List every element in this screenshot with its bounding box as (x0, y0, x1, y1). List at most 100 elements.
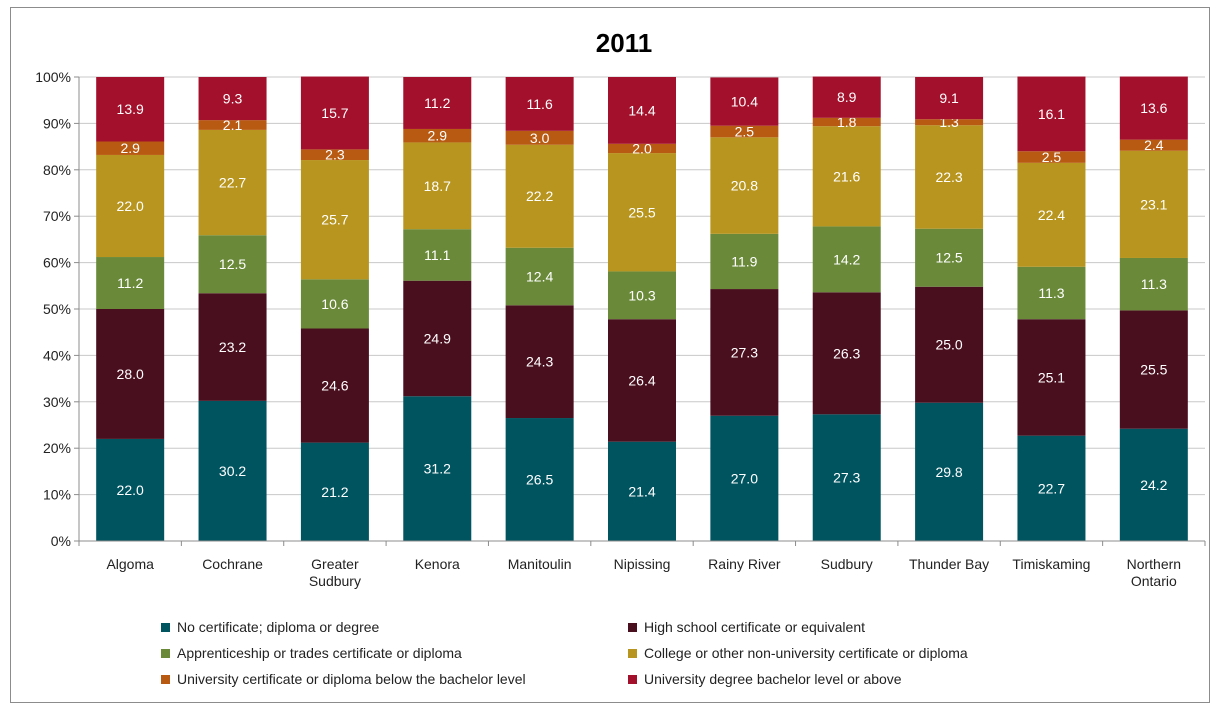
category-label: Algoma (106, 556, 154, 572)
legend-label: High school certificate or equivalent (644, 619, 865, 635)
data-label: 24.2 (1140, 477, 1167, 493)
legend-swatch (161, 675, 170, 684)
data-label: 9.1 (939, 90, 959, 106)
bar-segment (1119, 310, 1188, 429)
bar-segment (505, 144, 574, 248)
bar-segment (915, 286, 984, 403)
bar-segment (1119, 139, 1188, 151)
axes: 0% 10% 20% 30% 40% 50% 60% 70% 80% 90% 100% Algoma C… (35, 69, 1206, 589)
data-label: 25.0 (935, 337, 962, 353)
data-label: 22.3 (935, 169, 962, 185)
bar-segment (608, 271, 676, 320)
data-label: 22.0 (117, 482, 144, 498)
data-label: 25.5 (1140, 362, 1167, 378)
stacked-bar-chart: 2011 22.0 28.0 11.2 22.0 2.9 13.9 30.2 23.2 12.5… (35, 28, 1206, 687)
bar-segment (1017, 435, 1086, 541)
y-tick-label: 60% (43, 255, 71, 271)
y-tick-label: 30% (43, 394, 71, 410)
bar-segment (403, 229, 472, 281)
data-label: 23.1 (1140, 196, 1167, 212)
data-label: 11.2 (424, 95, 450, 111)
bar-segment (915, 228, 984, 287)
bar-segment (403, 128, 472, 143)
data-label: 25.5 (628, 204, 655, 220)
data-label: 12.4 (526, 269, 553, 285)
data-label: 2.3 (325, 147, 345, 163)
category-label: Northern (1127, 556, 1181, 572)
data-label: 9.3 (223, 91, 243, 107)
data-label: 16.1 (1038, 106, 1065, 122)
bar-segment (1119, 428, 1188, 541)
bar-segment (608, 441, 676, 541)
data-label: 27.0 (731, 470, 758, 486)
bar-segment (608, 143, 676, 154)
bar-segment (710, 233, 779, 290)
data-label: 13.9 (117, 101, 144, 117)
y-tick-label: 40% (43, 347, 71, 363)
y-tick-label: 20% (43, 440, 71, 456)
category-label: Kenora (415, 556, 460, 572)
bar-segment (505, 130, 574, 145)
bar-segment (812, 117, 881, 127)
category-label: Thunder Bay (909, 556, 989, 572)
data-label: 20.8 (731, 178, 758, 194)
bar-segment (812, 414, 881, 541)
bar-segment (403, 280, 472, 397)
y-tick-label: 50% (43, 301, 71, 317)
data-label: 2.9 (120, 140, 140, 156)
data-label: 10.6 (321, 296, 348, 312)
bar-segment (1017, 162, 1086, 267)
bar-segment (505, 305, 574, 419)
bar-segment (1017, 319, 1086, 436)
bar-segment (812, 226, 881, 293)
bar-segment (710, 415, 779, 541)
bar-segment (710, 77, 779, 126)
chart-title: 2011 (596, 28, 652, 58)
bar-segment (300, 328, 369, 443)
bar-segment (710, 125, 779, 138)
bar-segment (915, 125, 984, 229)
bar-segment (505, 77, 574, 131)
data-label: 22.7 (219, 175, 246, 191)
data-label: 22.4 (1038, 207, 1065, 223)
data-label: 27.3 (731, 344, 758, 360)
legend-swatch (628, 649, 637, 658)
bar-segment (403, 396, 472, 541)
data-label: 3.0 (530, 130, 550, 146)
y-tick-label: 100% (35, 69, 71, 85)
legend-swatch (161, 623, 170, 632)
data-label: 2.9 (428, 128, 448, 144)
bar-segment (300, 76, 369, 150)
data-label: 2.1 (223, 117, 243, 133)
data-label: 25.1 (1038, 369, 1065, 385)
data-label: 12.5 (219, 256, 246, 272)
bar-segment (403, 77, 472, 129)
data-label: 8.9 (837, 89, 857, 105)
bar-segment (96, 141, 165, 155)
data-label: 22.2 (526, 188, 553, 204)
data-label: 10.4 (731, 94, 758, 110)
bar-segment (300, 149, 369, 161)
data-label: 23.2 (219, 339, 246, 355)
data-label: 26.4 (628, 372, 655, 388)
bar-segment (198, 235, 267, 294)
bar-segment (608, 153, 676, 272)
bar-segment (96, 77, 165, 142)
data-label: 1.8 (837, 114, 857, 130)
data-label: 11.6 (527, 96, 553, 112)
bar-segment (198, 400, 267, 541)
y-tick-label: 10% (43, 487, 71, 503)
bar-segment (915, 77, 984, 120)
category-label: Nipissing (614, 556, 671, 572)
category-label: Greater (311, 556, 359, 572)
bar-segment (96, 438, 165, 541)
data-label: 29.8 (935, 464, 962, 480)
legend-swatch (628, 675, 637, 684)
category-label: Sudbury (821, 556, 873, 572)
bar-segment (1017, 151, 1086, 163)
bar-segment (300, 160, 369, 280)
bar-segment (300, 442, 369, 541)
bar-segment (198, 77, 267, 121)
bar-segment (505, 247, 574, 306)
bar-segment (812, 292, 881, 415)
